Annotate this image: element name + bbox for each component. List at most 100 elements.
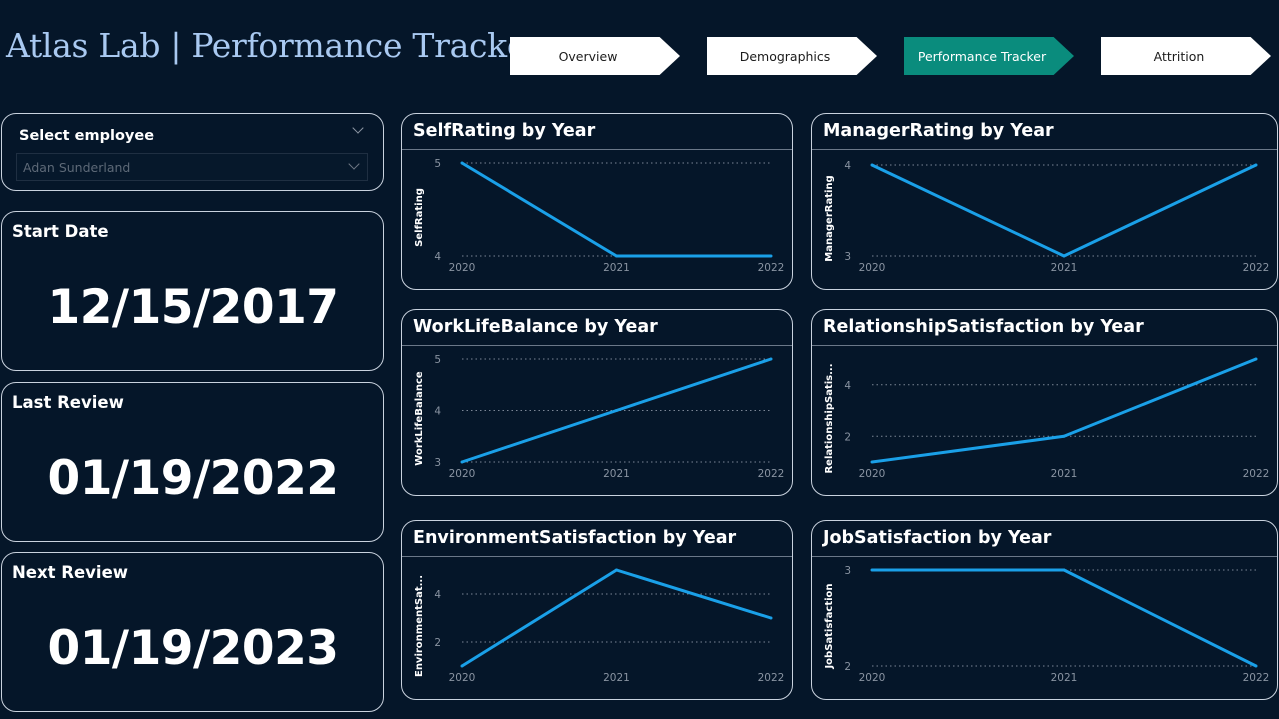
relationshipsatisfaction-chart-title: RelationshipSatisfaction by Year bbox=[823, 317, 1144, 337]
data-point[interactable] bbox=[615, 254, 618, 258]
environmentsatisfaction-chart-card bbox=[401, 520, 793, 700]
y-axis-label: JobSatisfaction bbox=[824, 583, 835, 669]
x-tick-label: 2022 bbox=[758, 672, 785, 684]
x-tick-label: 2021 bbox=[603, 672, 630, 684]
y-axis-label: SelfRating bbox=[414, 188, 425, 247]
data-point[interactable] bbox=[1254, 664, 1258, 668]
data-point[interactable] bbox=[460, 161, 464, 165]
y-tick-label: 4 bbox=[434, 251, 441, 263]
x-tick-label: 2021 bbox=[1051, 672, 1078, 684]
y-tick-label: 4 bbox=[844, 160, 851, 172]
x-tick-label: 2022 bbox=[1243, 262, 1270, 274]
y-tick-label: 5 bbox=[434, 354, 441, 366]
x-tick-label: 2021 bbox=[603, 262, 630, 274]
data-point[interactable] bbox=[460, 460, 464, 464]
series-line[interactable] bbox=[871, 357, 1257, 464]
x-tick-label: 2022 bbox=[758, 468, 785, 480]
chart-title-divider bbox=[402, 345, 792, 346]
x-tick-label: 2020 bbox=[859, 672, 886, 684]
y-axis-label: ManagerRating bbox=[824, 175, 835, 261]
data-point[interactable] bbox=[615, 568, 618, 572]
selfrating-line-chart: 4 5 2020 2021 2022 SelfRating bbox=[414, 158, 785, 274]
next-review-label: Next Review bbox=[12, 563, 129, 582]
jobsatisfaction-chart-title: JobSatisfaction by Year bbox=[823, 528, 1052, 548]
y-tick-label: 3 bbox=[844, 565, 851, 577]
data-point[interactable] bbox=[615, 409, 618, 412]
x-tick-label: 2020 bbox=[449, 468, 476, 480]
worklifebalance-chart-title: WorkLifeBalance by Year bbox=[413, 317, 658, 337]
x-tick-label: 2020 bbox=[859, 468, 886, 480]
y-tick-label: 5 bbox=[434, 158, 441, 170]
data-point[interactable] bbox=[769, 254, 773, 258]
y-axis-label: RelationshipSatis... bbox=[824, 363, 835, 473]
x-tick-label: 2022 bbox=[758, 262, 785, 274]
start-date-card bbox=[1, 211, 384, 371]
series-line[interactable] bbox=[461, 161, 771, 258]
chart-title-divider bbox=[402, 149, 792, 150]
data-point[interactable] bbox=[460, 664, 464, 668]
data-point[interactable] bbox=[769, 357, 773, 361]
chart-title-divider bbox=[812, 556, 1277, 557]
data-point[interactable] bbox=[1254, 357, 1258, 361]
data-point[interactable] bbox=[769, 616, 773, 620]
managerrating-chart-card bbox=[811, 113, 1278, 290]
data-point[interactable] bbox=[870, 460, 874, 464]
relationshipsatisfaction-chart-card bbox=[811, 309, 1278, 496]
relationshipsatisfaction-line-chart: 2 4 2020 2021 2022 RelationshipSatis... bbox=[824, 357, 1270, 480]
managerrating-chart-title: ManagerRating by Year bbox=[823, 121, 1054, 141]
data-point[interactable] bbox=[1254, 163, 1258, 167]
worklifebalance-chart-card bbox=[401, 309, 793, 496]
selfrating-chart-card bbox=[401, 113, 793, 290]
nav-overview-button[interactable]: Overview bbox=[510, 37, 680, 75]
last-review-value: 01/19/2022 bbox=[47, 451, 339, 506]
x-tick-label: 2022 bbox=[1243, 672, 1270, 684]
y-axis-label: EnvironmentSat... bbox=[414, 575, 425, 677]
data-point[interactable] bbox=[870, 163, 874, 167]
series-line[interactable] bbox=[871, 163, 1257, 258]
environmentsatisfaction-chart-title: EnvironmentSatisfaction by Year bbox=[413, 528, 737, 548]
y-tick-label: 2 bbox=[434, 637, 441, 649]
next-review-card bbox=[1, 552, 384, 712]
data-point[interactable] bbox=[1062, 568, 1066, 572]
y-tick-label: 4 bbox=[434, 589, 441, 601]
data-point[interactable] bbox=[870, 568, 874, 572]
y-tick-label: 4 bbox=[434, 406, 441, 418]
next-review-value: 01/19/2023 bbox=[47, 621, 339, 676]
y-tick-label: 3 bbox=[844, 251, 851, 263]
last-review-label: Last Review bbox=[12, 393, 124, 412]
nav-demographics-button[interactable]: Demographics bbox=[707, 37, 877, 75]
x-tick-label: 2020 bbox=[449, 262, 476, 274]
chart-title-divider bbox=[812, 149, 1277, 150]
nav-attrition-button[interactable]: Attrition bbox=[1101, 37, 1271, 75]
chart-title-divider bbox=[402, 556, 792, 557]
y-tick-label: 4 bbox=[844, 380, 851, 392]
data-point[interactable] bbox=[1062, 254, 1066, 258]
chevron-down-icon bbox=[348, 158, 360, 170]
x-tick-label: 2020 bbox=[859, 262, 886, 274]
jobsatisfaction-chart-card bbox=[811, 520, 1278, 700]
employee-select[interactable]: Adan Sunderland bbox=[16, 153, 368, 181]
data-point[interactable] bbox=[1062, 434, 1066, 438]
worklifebalance-line-chart: 3 4 5 2020 2021 2022 WorkLifeBalance bbox=[414, 354, 785, 480]
environmentsatisfaction-line-chart: 2 4 2020 2021 2022 EnvironmentSat... bbox=[414, 568, 785, 684]
series-line[interactable] bbox=[461, 568, 772, 668]
start-date-value: 12/15/2017 bbox=[47, 280, 339, 335]
y-tick-label: 2 bbox=[844, 661, 851, 673]
x-tick-label: 2021 bbox=[1051, 468, 1078, 480]
managerrating-line-chart: 3 4 2020 2021 2022 ManagerRating bbox=[824, 160, 1270, 274]
y-tick-label: 3 bbox=[434, 457, 441, 469]
chart-title-divider bbox=[812, 345, 1277, 346]
report-title: Atlas Lab | Performance Tracker bbox=[6, 26, 542, 65]
x-tick-label: 2021 bbox=[603, 468, 630, 480]
series-line[interactable] bbox=[872, 568, 1257, 668]
nav-performance-tracker-button[interactable]: Performance Tracker bbox=[904, 37, 1074, 75]
last-review-card bbox=[1, 382, 384, 542]
start-date-label: Start Date bbox=[12, 222, 109, 241]
x-tick-label: 2021 bbox=[1051, 262, 1078, 274]
x-tick-label: 2020 bbox=[449, 672, 476, 684]
selected-employee: Adan Sunderland bbox=[23, 160, 131, 175]
x-tick-label: 2022 bbox=[1243, 468, 1270, 480]
y-tick-label: 2 bbox=[844, 431, 851, 443]
selfrating-chart-title: SelfRating by Year bbox=[413, 121, 596, 141]
slicer-label: Select employee bbox=[19, 128, 155, 144]
